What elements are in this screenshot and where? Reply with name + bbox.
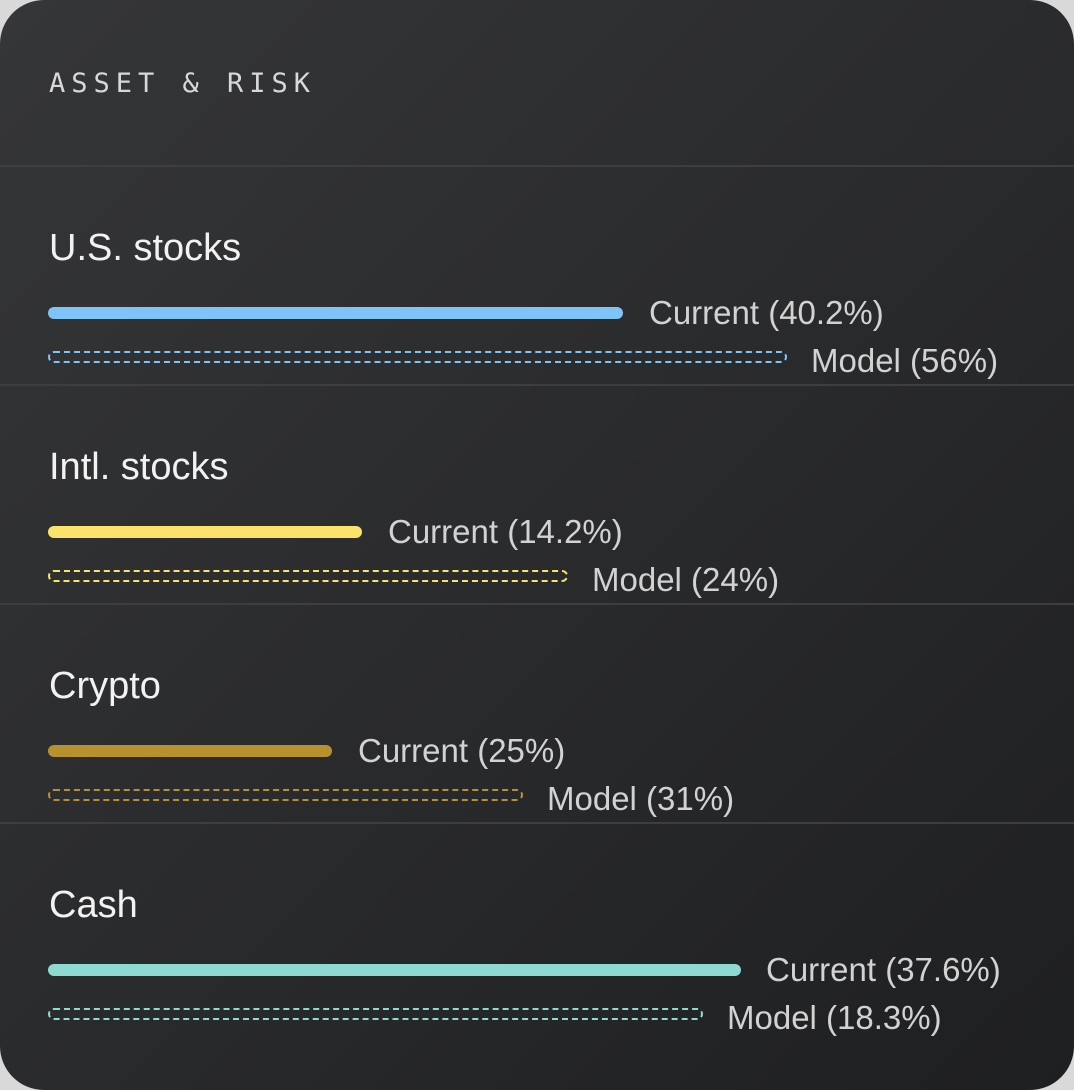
model-allocation-bar (48, 1008, 703, 1020)
asset-name: Crypto (49, 665, 161, 707)
model-allocation-bar (48, 351, 787, 363)
model-allocation-bar (48, 789, 523, 801)
asset-name: Intl. stocks (49, 446, 229, 488)
asset-row-us-stocks: U.S. stocks Current (40.2%) Model (56%) (0, 167, 1074, 386)
card-title: ASSET & RISK (49, 68, 317, 99)
current-allocation-bar (48, 964, 741, 976)
model-allocation-label: Model (31%) (547, 780, 735, 817)
current-allocation-label: Current (40.2%) (649, 294, 884, 331)
asset-row-cash: Cash Current (37.6%) Model (18.3%) (0, 824, 1074, 1043)
model-allocation-bar (48, 570, 568, 582)
current-allocation-label: Current (14.2%) (388, 513, 623, 550)
current-allocation-label: Current (25%) (358, 732, 566, 769)
asset-row-crypto: Crypto Current (25%) Model (31%) (0, 605, 1074, 824)
asset-name: Cash (49, 884, 138, 926)
card-header: ASSET & RISK (0, 0, 1074, 167)
model-allocation-label: Model (56%) (811, 342, 999, 379)
model-allocation-label: Model (18.3%) (727, 999, 942, 1036)
asset-name: U.S. stocks (49, 227, 242, 269)
current-allocation-bar (48, 745, 332, 757)
asset-row-intl-stocks: Intl. stocks Current (14.2%) Model (24%) (0, 386, 1074, 605)
current-allocation-bar (48, 307, 623, 319)
current-allocation-bar (48, 526, 362, 538)
model-allocation-label: Model (24%) (592, 561, 780, 598)
current-allocation-label: Current (37.6%) (766, 951, 1001, 988)
